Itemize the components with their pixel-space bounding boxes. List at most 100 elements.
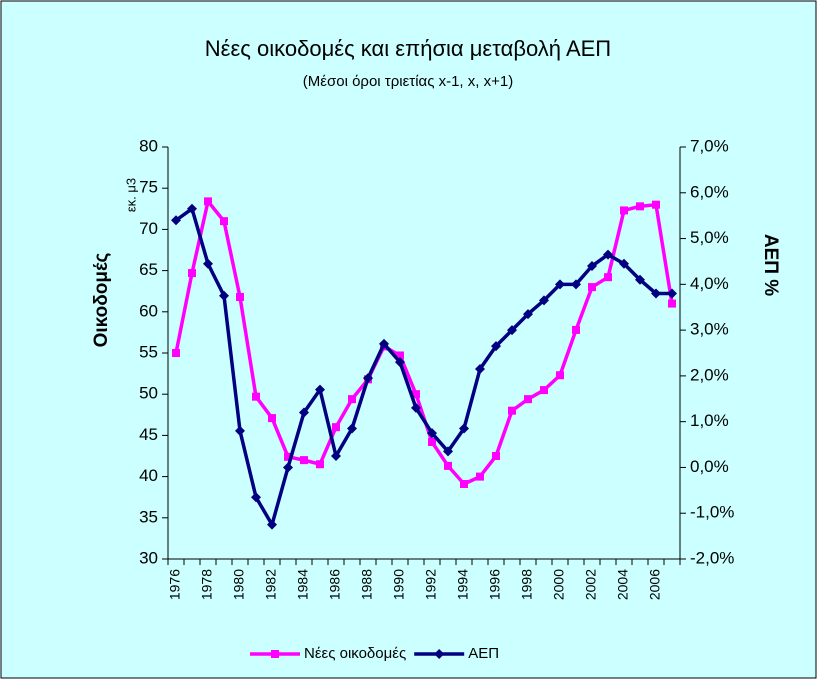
x-tick-label: 2000: [551, 569, 567, 600]
legend-label: ΑΕΠ: [468, 645, 499, 662]
point: [411, 402, 421, 413]
y2-tick-label: -2,0%: [690, 548, 734, 567]
point: [363, 373, 373, 384]
x-tick-label: 2006: [647, 569, 663, 600]
y-tick-label: 55: [139, 342, 158, 361]
y-tick-label: 45: [139, 425, 158, 444]
y2-tick-label: 3,0%: [690, 320, 729, 339]
x-tick-label: 1984: [295, 569, 311, 600]
legend-marker: [434, 649, 445, 659]
point: [300, 456, 308, 465]
point: [427, 428, 437, 439]
y2-tick-label: 4,0%: [690, 274, 729, 293]
y-tick-label: 75: [139, 178, 158, 197]
point: [251, 492, 261, 503]
point: [571, 279, 581, 290]
point: [171, 215, 181, 226]
point: [667, 288, 677, 299]
point: [203, 258, 213, 269]
y-tick-label: 80: [139, 136, 158, 155]
legend-label: Νέες οικοδομές: [304, 645, 406, 662]
point: [219, 290, 229, 301]
y2-tick-label: 7,0%: [690, 136, 729, 155]
point: [587, 261, 597, 272]
y-tick-label: 30: [139, 548, 158, 567]
point: [652, 200, 660, 209]
y-axis-title: Οικοδομές: [91, 252, 112, 347]
point: [348, 395, 356, 404]
x-tick-label: 1976: [167, 569, 183, 600]
point: [507, 325, 517, 336]
y-tick-label: 65: [139, 260, 158, 279]
point: [252, 392, 260, 401]
y-tick-label: 50: [139, 384, 158, 403]
point: [396, 351, 404, 360]
point: [476, 472, 484, 481]
x-tick-label: 1978: [199, 569, 215, 600]
x-tick-label: 2002: [583, 569, 599, 600]
y2-axis-title: ΑΕΠ %: [760, 234, 781, 296]
point: [332, 423, 340, 432]
point: [172, 349, 180, 357]
y-tick-label: 60: [139, 301, 158, 320]
x-tick-label: 1998: [519, 569, 535, 600]
point: [204, 197, 212, 206]
y2-tick-label: 1,0%: [690, 411, 729, 430]
point: [444, 461, 452, 470]
point: [443, 446, 453, 457]
point: [428, 437, 436, 446]
y2-tick-label: 5,0%: [690, 228, 729, 247]
point: [556, 371, 564, 380]
point: [412, 390, 420, 399]
point: [315, 384, 325, 395]
point: [188, 269, 196, 278]
point: [475, 364, 485, 375]
point: [491, 341, 501, 352]
point: [284, 452, 292, 461]
x-tick-label: 1982: [263, 569, 279, 600]
series-line: [174, 207, 672, 527]
x-tick-label: 1990: [391, 569, 407, 600]
point: [283, 462, 293, 473]
point: [492, 452, 500, 460]
x-tick-label: 1980: [231, 569, 247, 600]
point: [379, 338, 389, 349]
chart-subtitle: (Μέσοι όροι τριετίας x-1, x, x+1): [303, 73, 513, 90]
point: [267, 519, 277, 530]
point: [347, 423, 357, 434]
point: [524, 395, 532, 404]
y-tick-label: 70: [139, 219, 158, 238]
point: [668, 299, 676, 308]
y2-tick-label: 2,0%: [690, 365, 729, 384]
point: [236, 292, 244, 301]
point: [220, 217, 228, 226]
y-tick-label: 40: [139, 466, 158, 485]
point: [539, 295, 549, 306]
point: [395, 357, 405, 368]
point: [620, 206, 628, 215]
y2-tick-label: 6,0%: [690, 182, 729, 201]
x-tick-label: 1986: [327, 569, 343, 600]
point: [604, 273, 612, 282]
x-tick-label: 1988: [359, 569, 375, 600]
point: [636, 202, 644, 211]
x-tick-label: 1994: [455, 569, 471, 600]
point: [619, 258, 629, 269]
point: [651, 288, 661, 299]
y-axis-unit: εκ. μ3: [123, 178, 138, 212]
point: [331, 451, 341, 461]
x-tick-label: 1996: [487, 569, 503, 600]
point: [508, 406, 516, 415]
point: [588, 283, 596, 292]
point: [540, 386, 548, 395]
y2-tick-label: -1,0%: [690, 503, 734, 522]
point: [268, 414, 276, 423]
chart-title: Νέες οικοδομές και επήσια μεταβολή ΑΕΠ: [205, 36, 611, 61]
x-tick-label: 1992: [423, 569, 439, 600]
point: [235, 425, 245, 436]
point: [316, 460, 324, 469]
legend-marker: [271, 650, 279, 658]
y-tick-label: 35: [139, 507, 158, 526]
